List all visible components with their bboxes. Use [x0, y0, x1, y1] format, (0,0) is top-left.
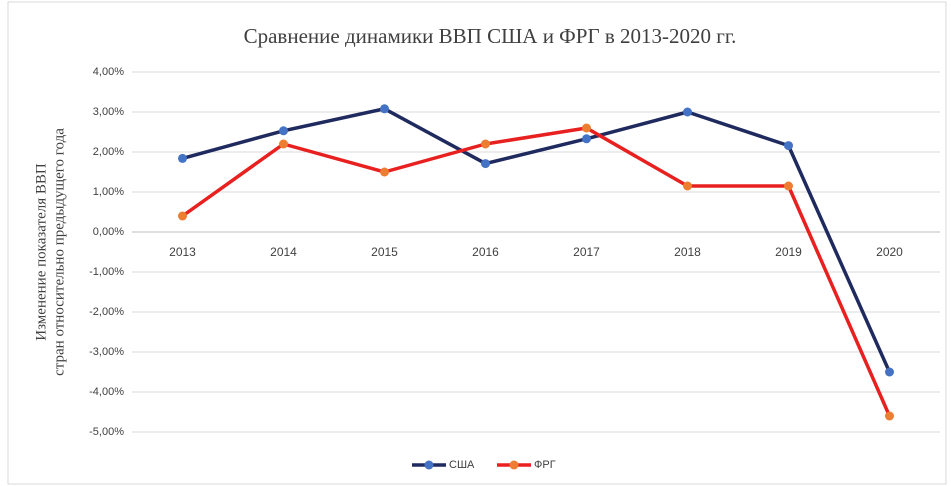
- series-marker: [582, 134, 591, 144]
- x-tick-label: 2015: [371, 245, 398, 259]
- x-tick-label: 2019: [775, 245, 802, 259]
- y-tick-label: 1,00%: [93, 186, 124, 198]
- y-tick-label: 3,00%: [93, 106, 124, 118]
- series-marker: [481, 159, 490, 169]
- chart-title: Сравнение динамики ВВП США и ФРГ в 2013-…: [244, 24, 737, 48]
- y-tick-label: -2,00%: [89, 306, 124, 318]
- series-line: [181, 126, 892, 417]
- legend-label: США: [449, 459, 475, 471]
- y-tick-label: -3,00%: [89, 346, 124, 358]
- legend-label: ФРГ: [534, 459, 556, 471]
- x-tick-label: 2014: [270, 245, 297, 259]
- x-tick-label: 2016: [472, 245, 499, 259]
- series-marker: [279, 139, 288, 149]
- series-marker: [885, 367, 894, 377]
- y-axis-title: Изменение показателя ВВП: [33, 163, 49, 341]
- y-tick-label: 4,00%: [93, 66, 124, 78]
- series-marker: [885, 411, 894, 421]
- x-tick-label: 2017: [573, 245, 600, 259]
- y-tick-label: -5,00%: [89, 426, 124, 438]
- x-tick-label: 2020: [876, 245, 903, 259]
- legend-marker: [424, 460, 434, 470]
- series-marker: [380, 167, 389, 177]
- series-marker: [683, 107, 692, 117]
- y-tick-label: -4,00%: [89, 386, 124, 398]
- series-marker: [178, 153, 187, 163]
- series-marker: [784, 181, 793, 191]
- y-axis-title: стран относительно предыдущего года: [51, 128, 67, 376]
- series-marker: [380, 104, 389, 114]
- series-marker: [683, 181, 692, 191]
- x-tick-label: 2013: [169, 245, 196, 259]
- x-tick-label: 2018: [674, 245, 701, 259]
- series-marker: [481, 139, 490, 149]
- series-marker: [582, 123, 591, 133]
- y-tick-label: 2,00%: [93, 146, 124, 158]
- series-marker: [279, 126, 288, 136]
- series-marker: [178, 211, 187, 221]
- chart-frame: [7, 1, 947, 485]
- series-marker: [784, 141, 793, 151]
- series-line: [182, 107, 892, 373]
- y-tick-label: 0,00%: [93, 226, 124, 238]
- y-tick-label: -1,00%: [89, 266, 124, 278]
- legend-marker: [509, 460, 519, 470]
